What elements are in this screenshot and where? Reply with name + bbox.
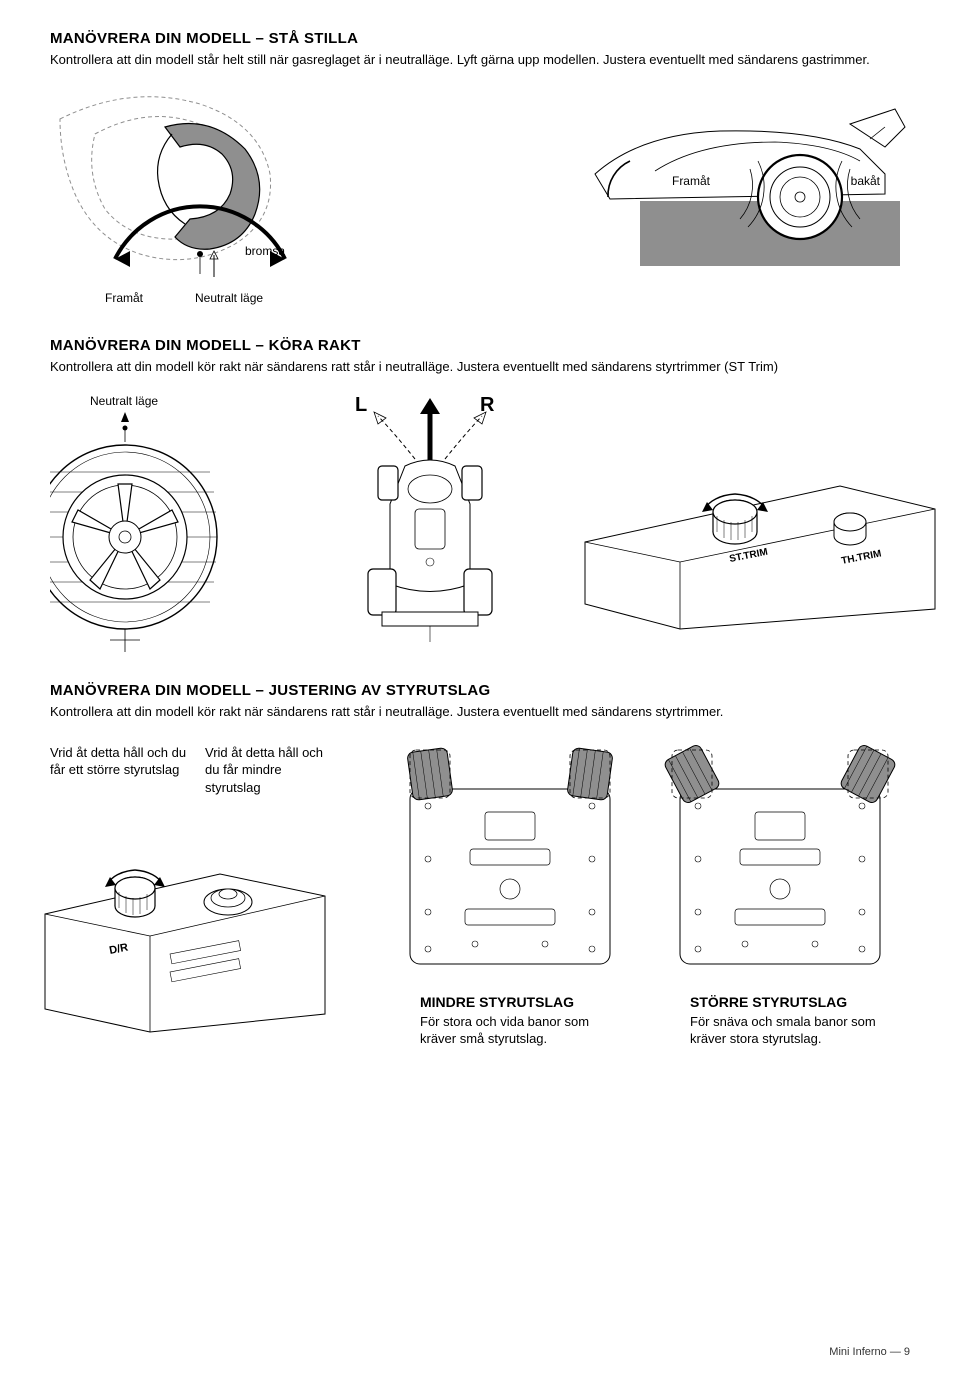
caption-mindre: MINDRE STYRUTSLAG För stora och vida ban… [420, 994, 600, 1048]
section-still-body: Kontrollera att din modell står helt sti… [50, 51, 910, 69]
label-neutralt: Neutralt läge [195, 291, 263, 305]
label-bromsa: bromsa [245, 244, 285, 258]
label-vrid-storre: Vrid åt detta håll och du får ett större… [50, 744, 190, 779]
topdown-car-diagram [320, 394, 540, 644]
section-straight-title: MANÖVRERA DIN MODELL – KÖRA RAKT [50, 337, 910, 354]
section3-body: Kontrollera att din modell kör rakt när … [50, 703, 910, 721]
section-still-title: MANÖVRERA DIN MODELL – STÅ STILLA [50, 30, 910, 47]
label-framat-right: Framåt [672, 174, 710, 188]
steering-wheel-diagram [50, 412, 250, 652]
page-footer: Mini Inferno — 9 [829, 1346, 910, 1358]
chassis-mindre-diagram [370, 744, 650, 974]
section-straight-body: Kontrollera att din modell kör rakt när … [50, 358, 910, 376]
transmitter-trim-diagram: ST.TRIM TH.TRIM [580, 454, 940, 634]
section2-diagrams: Neutralt läge [50, 394, 910, 654]
section-steering-adjust: MANÖVRERA DIN MODELL – JUSTERING AV STYR… [50, 682, 910, 1103]
chassis-storre-diagram [630, 744, 930, 974]
section3-diagrams: Vrid åt detta håll och du får ett större… [50, 744, 910, 1104]
label-vrid-mindre: Vrid åt detta håll och du får mindre sty… [205, 744, 335, 797]
label-framat-left: Framåt [105, 291, 143, 305]
label-bakat: bakåt [851, 174, 880, 188]
caption-mindre-title: MINDRE STYRUTSLAG [420, 994, 600, 1010]
trigger-hand-diagram [50, 79, 380, 299]
caption-storre-body: För snäva och smala banor som kräver sto… [690, 1013, 890, 1048]
caption-mindre-body: För stora och vida banor som kräver små … [420, 1013, 600, 1048]
section-still: MANÖVRERA DIN MODELL – STÅ STILLA Kontro… [50, 30, 910, 309]
section1-diagrams: bromsa Framåt Neutralt läge Fram [50, 79, 910, 309]
label-neutralt2: Neutralt läge [90, 394, 158, 408]
caption-storre-title: STÖRRE STYRUTSLAG [690, 994, 890, 1010]
caption-storre: STÖRRE STYRUTSLAG För snäva och smala ba… [690, 994, 890, 1048]
transmitter-dr-diagram: D/R [40, 814, 340, 1034]
section-straight: MANÖVRERA DIN MODELL – KÖRA RAKT Kontrol… [50, 337, 910, 654]
section3-title: MANÖVRERA DIN MODELL – JUSTERING AV STYR… [50, 682, 910, 699]
